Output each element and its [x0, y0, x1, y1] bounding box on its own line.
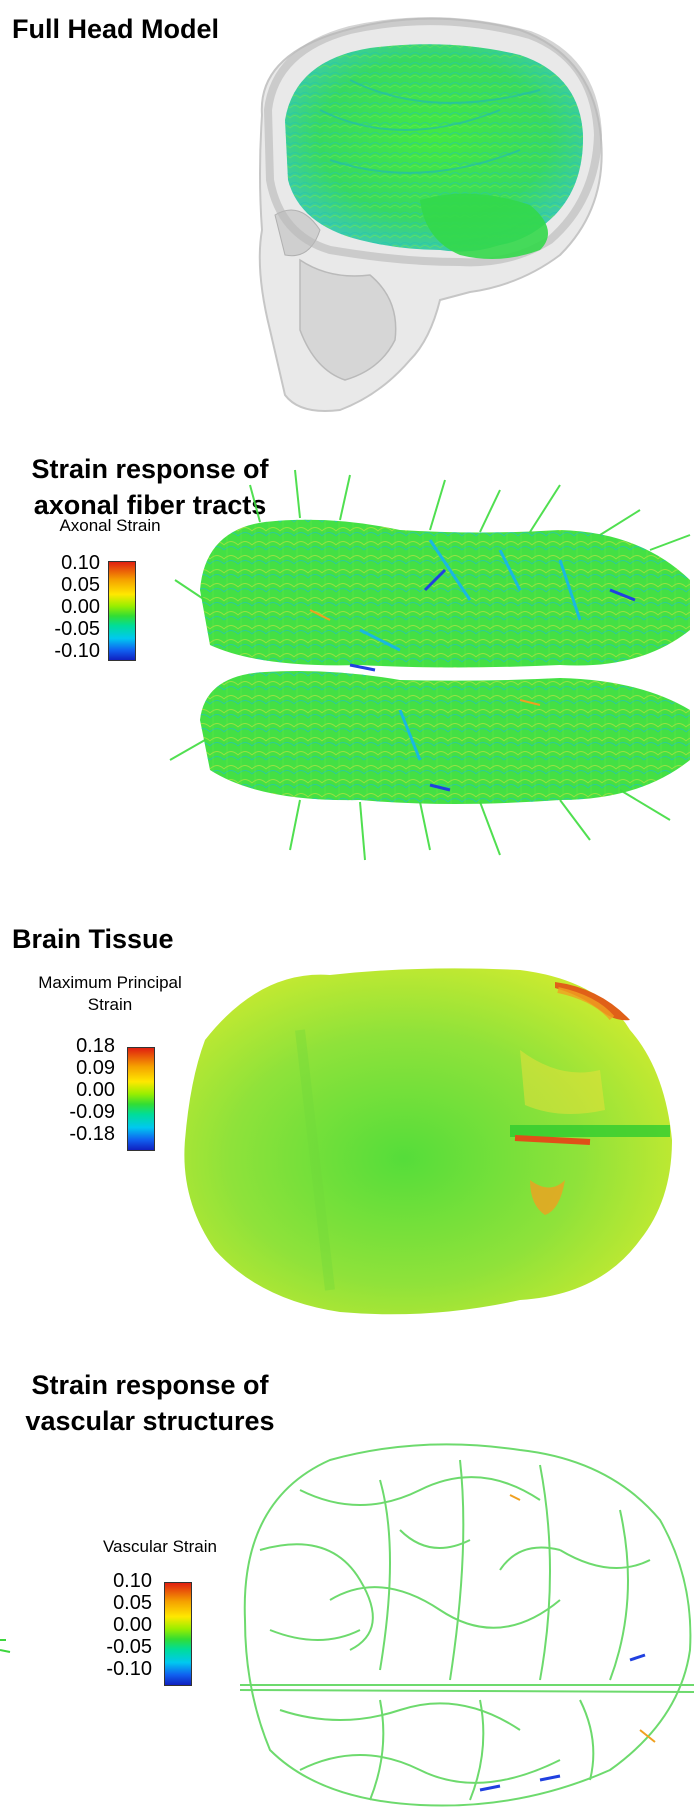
- vascular-tick-1: 0.10: [113, 1570, 152, 1592]
- axonal-fiber-tracts-illustration: [169, 469, 691, 861]
- axonal-legend-title: Axonal Strain: [59, 516, 161, 535]
- tissue-tick-3: 0.00: [76, 1079, 115, 1101]
- panel-title-vascular-line1: Strain response of: [31, 1370, 269, 1400]
- panel-title-full-head: Full Head Model: [12, 14, 220, 44]
- head-model-illustration: [258, 17, 603, 412]
- tissue-colorbar: [127, 1047, 155, 1151]
- panel-brain-tissue: Brain Tissue Maximum Principal Strain 0.…: [0, 910, 694, 1330]
- panel-title-brain-tissue: Brain Tissue: [12, 924, 174, 954]
- axonal-tick-5: -0.10: [54, 640, 100, 662]
- panel-axonal-strain: Strain response of axonal fiber tracts: [0, 440, 694, 910]
- panel-title-axonal-line2: axonal fiber tracts: [33, 490, 267, 520]
- tissue-legend-title-line2: Strain: [87, 995, 133, 1014]
- vascular-colorbar: [164, 1582, 192, 1686]
- panel-title-vascular-line2: vascular structures: [25, 1406, 275, 1436]
- vascular-legend-title: Vascular Strain: [102, 1537, 217, 1556]
- vascular-tick-2: 0.05: [113, 1592, 152, 1614]
- tissue-tick-2: 0.09: [76, 1057, 115, 1079]
- axonal-colorbar: [108, 561, 136, 661]
- panel-full-head-model: Full Head Model: [0, 0, 694, 420]
- tissue-legend-title-line1: Maximum Principal: [38, 973, 182, 992]
- vascular-tick-3: 0.00: [113, 1614, 152, 1636]
- vascular-tick-4: -0.05: [106, 1636, 152, 1658]
- tissue-tick-5: -0.18: [69, 1123, 115, 1145]
- axonal-tick-1: 0.10: [61, 552, 100, 574]
- tissue-tick-1: 0.18: [76, 1035, 115, 1057]
- panel-title-axonal-line1: Strain response of: [31, 454, 269, 484]
- axonal-tick-4: -0.05: [54, 618, 100, 640]
- vascular-tick-5: -0.10: [106, 1658, 152, 1680]
- axonal-tick-2: 0.05: [61, 574, 100, 596]
- vascular-structures-illustration: [0, 1443, 694, 1807]
- axonal-tick-3: 0.00: [61, 596, 100, 618]
- tissue-tick-4: -0.09: [69, 1101, 115, 1123]
- panel-vascular-strain: Strain response of vascular structures: [0, 1350, 694, 1820]
- brain-tissue-illustration: [184, 968, 672, 1315]
